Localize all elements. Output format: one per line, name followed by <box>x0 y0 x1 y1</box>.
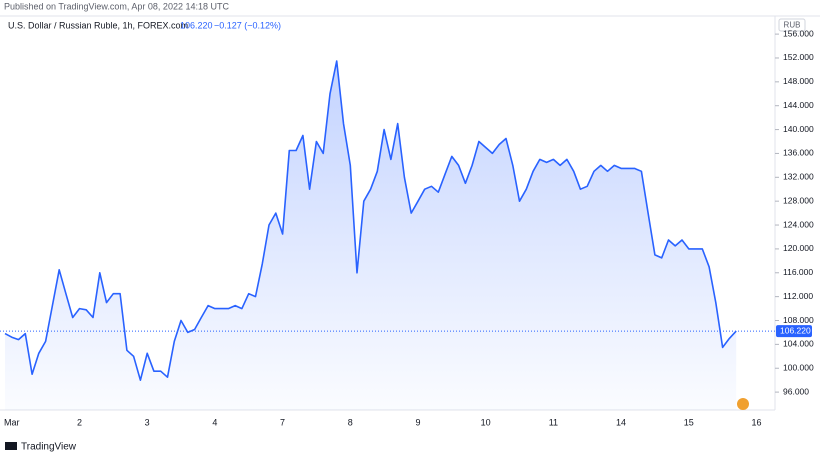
y-tick-label: 104.000 <box>783 339 814 349</box>
price-line <box>4 60 737 381</box>
y-tick-label: 112.000 <box>783 291 813 301</box>
chart-title: U.S. Dollar / Russian Ruble, 1h, FOREX.c… <box>8 20 188 30</box>
x-tick-label: 15 <box>684 417 694 427</box>
y-tick-label: 116.000 <box>783 267 813 277</box>
event-icon <box>737 398 749 410</box>
x-tick-label: 14 <box>616 417 626 427</box>
last-price-tag-label: 106.220 <box>780 325 811 335</box>
brand: TradingView <box>21 442 77 453</box>
y-tick-label: 140.000 <box>783 124 814 134</box>
unit-label: RUB <box>784 21 801 30</box>
logo <box>5 442 17 450</box>
y-tick-label: 128.000 <box>783 195 814 205</box>
x-tick-label: 3 <box>145 417 150 427</box>
price-change: −0.127 (−0.12%) <box>214 20 281 30</box>
last-price: 106.220 <box>180 20 213 30</box>
x-tick-label: 9 <box>415 417 420 427</box>
y-tick-label: 136.000 <box>783 148 814 158</box>
area-fill <box>5 61 737 410</box>
y-tick-label: 132.000 <box>783 172 814 182</box>
published-note: Published on TradingView.com, Apr 08, 20… <box>4 1 229 11</box>
y-tick-label: 108.000 <box>783 315 814 325</box>
y-tick-label: 120.000 <box>783 243 814 253</box>
x-tick-label: 4 <box>212 417 217 427</box>
y-tick-label: 124.000 <box>783 219 814 229</box>
last-price-tag <box>776 325 812 338</box>
y-tick-label: 96.000 <box>783 386 809 396</box>
x-tick-label: Mar <box>4 417 20 427</box>
y-tick-label: 100.000 <box>783 362 814 372</box>
y-tick-label: 156.000 <box>783 28 814 38</box>
x-tick-label: 16 <box>751 417 761 427</box>
y-tick-label: 148.000 <box>783 76 814 86</box>
x-tick-label: 2 <box>77 417 82 427</box>
y-tick-label: 152.000 <box>783 52 814 62</box>
x-tick-label: 10 <box>481 417 491 427</box>
unit-box <box>778 18 806 32</box>
x-tick-label: 11 <box>549 417 558 427</box>
x-tick-label: 7 <box>280 417 285 427</box>
y-tick-label: 144.000 <box>783 100 814 110</box>
x-tick-label: 8 <box>348 417 353 427</box>
